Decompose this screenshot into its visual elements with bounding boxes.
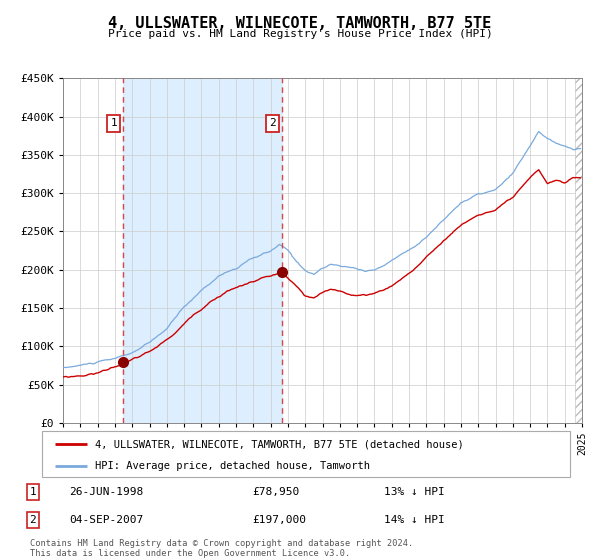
Text: 4, ULLSWATER, WILNECOTE, TAMWORTH, B77 5TE: 4, ULLSWATER, WILNECOTE, TAMWORTH, B77 5… — [109, 16, 491, 31]
Text: Price paid vs. HM Land Registry's House Price Index (HPI): Price paid vs. HM Land Registry's House … — [107, 29, 493, 39]
Text: 1: 1 — [110, 118, 117, 128]
Text: 14% ↓ HPI: 14% ↓ HPI — [384, 515, 445, 525]
Text: £78,950: £78,950 — [252, 487, 299, 497]
Text: 2: 2 — [269, 118, 276, 128]
Text: 13% ↓ HPI: 13% ↓ HPI — [384, 487, 445, 497]
Text: 04-SEP-2007: 04-SEP-2007 — [69, 515, 143, 525]
Text: £197,000: £197,000 — [252, 515, 306, 525]
Text: 26-JUN-1998: 26-JUN-1998 — [69, 487, 143, 497]
Text: HPI: Average price, detached house, Tamworth: HPI: Average price, detached house, Tamw… — [95, 461, 370, 470]
Text: 2: 2 — [29, 515, 37, 525]
Text: 1: 1 — [29, 487, 37, 497]
Text: 4, ULLSWATER, WILNECOTE, TAMWORTH, B77 5TE (detached house): 4, ULLSWATER, WILNECOTE, TAMWORTH, B77 5… — [95, 439, 464, 449]
Text: This data is licensed under the Open Government Licence v3.0.: This data is licensed under the Open Gov… — [30, 549, 350, 558]
Text: Contains HM Land Registry data © Crown copyright and database right 2024.: Contains HM Land Registry data © Crown c… — [30, 539, 413, 548]
Bar — [123, 78, 282, 423]
